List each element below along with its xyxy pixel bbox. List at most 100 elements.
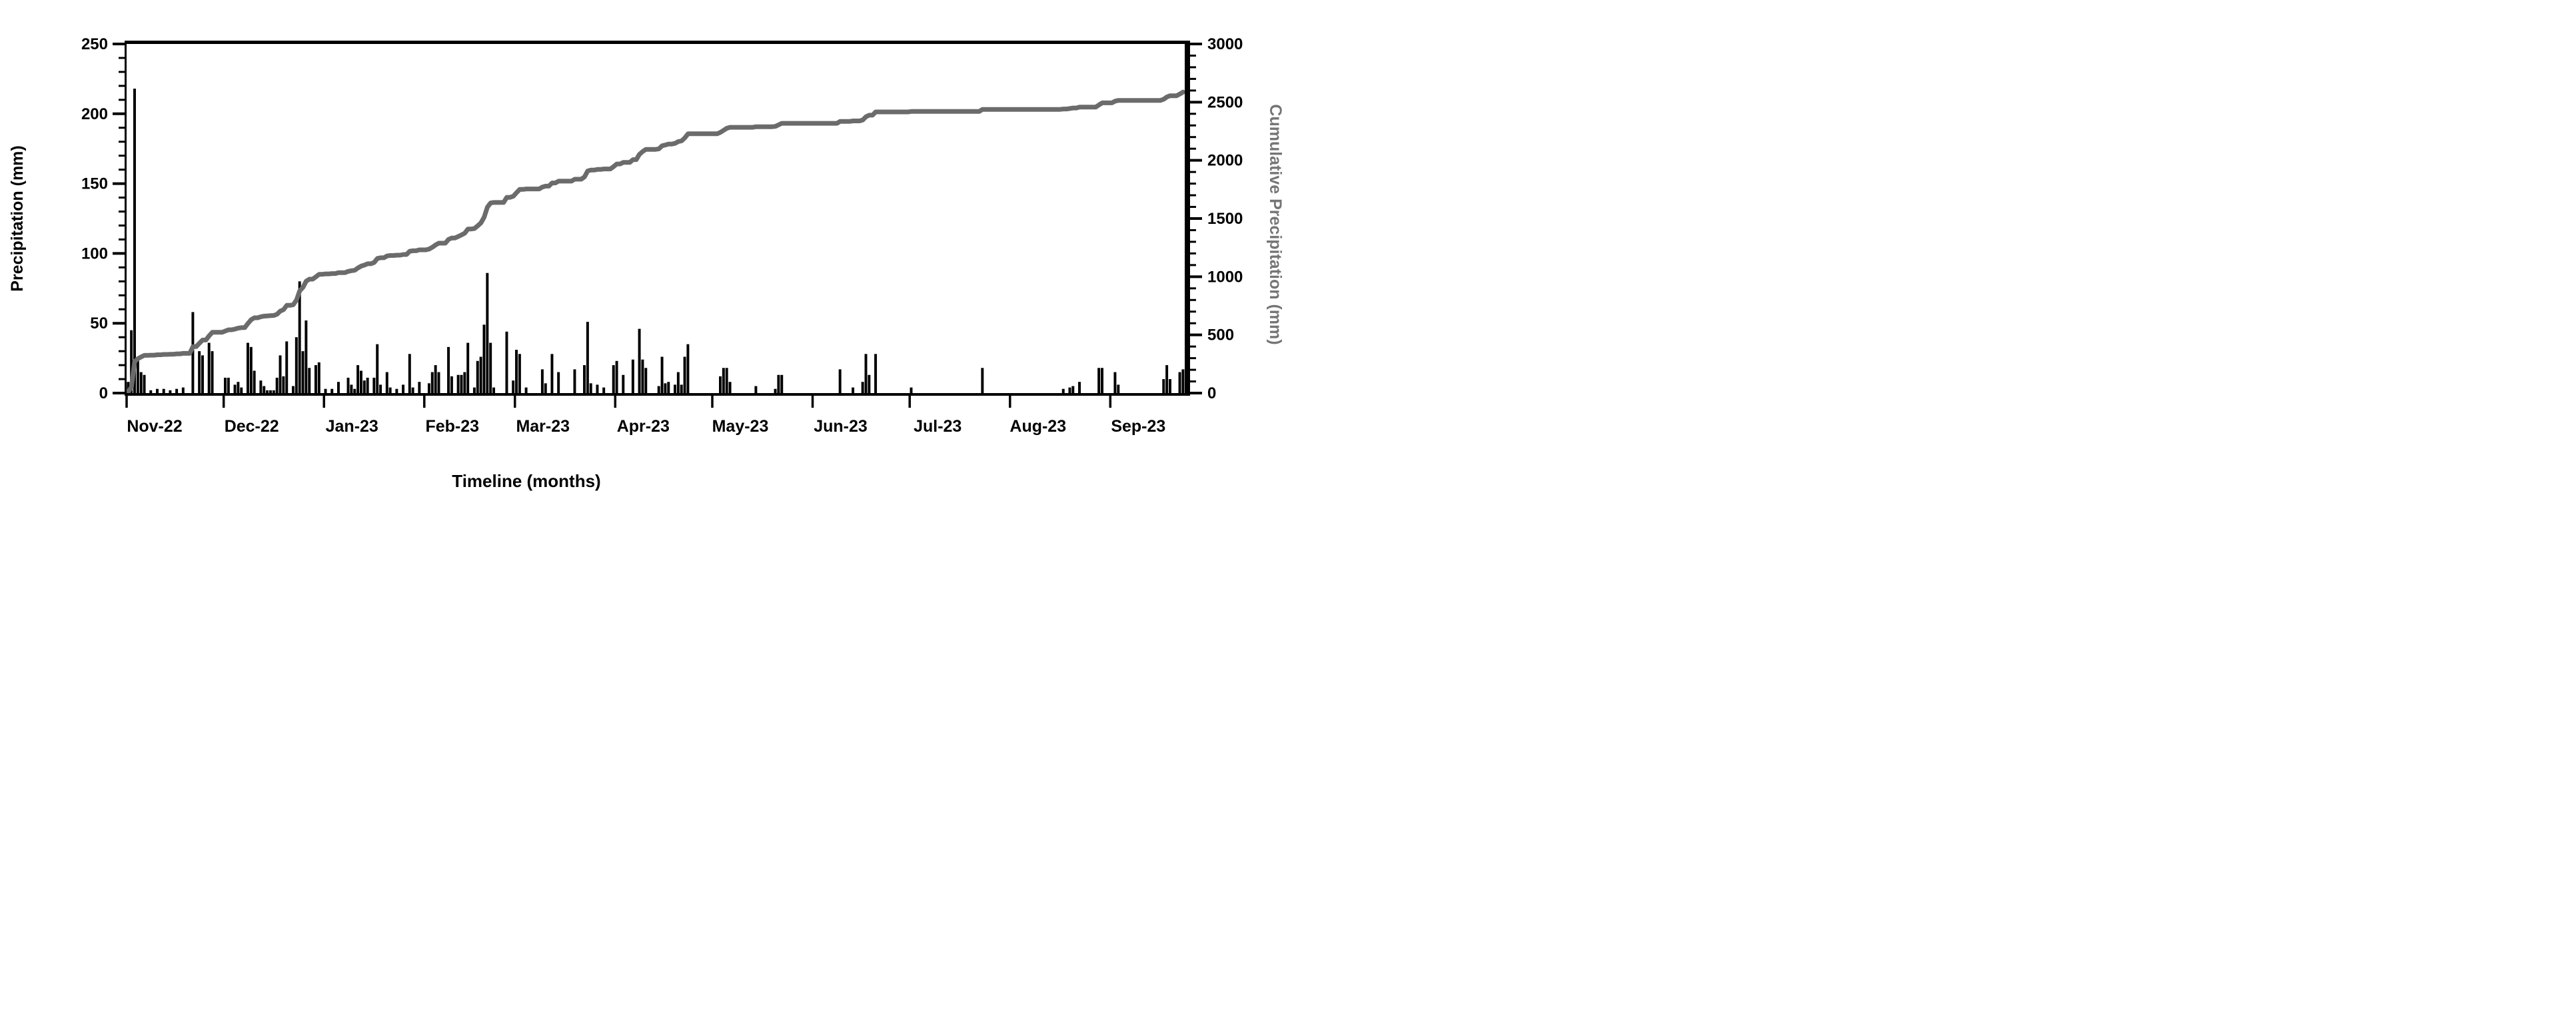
daily-precipitation-bar (149, 390, 153, 393)
daily-precipitation-bar (589, 383, 592, 393)
left-tick-label: 100 (81, 245, 108, 262)
daily-precipitation-bar (612, 365, 615, 393)
daily-precipitation-bar (372, 377, 376, 393)
left-tick-label: 150 (81, 175, 108, 193)
daily-precipitation-bar (437, 372, 440, 393)
daily-precipitation-bar (981, 368, 984, 393)
daily-precipitation-bar (586, 322, 589, 393)
daily-precipitation-bar (362, 380, 366, 393)
daily-precipitation-bar (139, 372, 143, 393)
daily-precipitation-bar (482, 324, 486, 393)
daily-precipitation-bar (240, 387, 243, 393)
daily-precipitation-bar (181, 387, 185, 393)
daily-precipitation-bar (305, 320, 308, 393)
daily-precipitation-bar (434, 365, 437, 393)
daily-precipitation-bar (156, 388, 159, 393)
month-tick-label: Nov-22 (127, 417, 182, 436)
daily-precipitation-bar (317, 362, 321, 393)
daily-precipitation-bar (233, 384, 237, 393)
daily-precipitation-bar (463, 372, 466, 393)
daily-precipitation-bar (540, 369, 544, 393)
daily-precipitation-bar (728, 382, 732, 393)
right-tick-label: 3000 (1207, 35, 1243, 53)
daily-precipitation-bar (314, 365, 317, 393)
daily-precipitation-bar (615, 360, 618, 393)
right-tick-label: 2500 (1207, 93, 1243, 111)
daily-precipitation-bar (353, 388, 356, 393)
daily-precipitation-bar (641, 359, 644, 393)
daily-precipitation-bar (207, 342, 211, 393)
daily-precipitation-bar (754, 386, 758, 393)
daily-precipitation-bar (336, 382, 340, 393)
daily-precipitation-bar (515, 350, 518, 393)
daily-precipitation-bar (408, 354, 411, 393)
month-tick-label: Jul-23 (914, 417, 962, 436)
left-tick-label: 200 (81, 105, 108, 123)
daily-precipitation-bar (550, 354, 554, 393)
daily-precipitation-bar (143, 374, 146, 393)
daily-precipitation-bar (430, 372, 434, 393)
daily-precipitation-bar (402, 384, 405, 393)
daily-precipitation-bar (676, 372, 680, 393)
daily-precipitation-bar (1162, 379, 1165, 393)
daily-precipitation-bar (1178, 372, 1181, 393)
daily-precipitation-bar (557, 372, 560, 393)
precipitation-bars (127, 89, 1185, 393)
right-tick-label: 0 (1207, 384, 1216, 402)
daily-precipitation-bar (366, 377, 369, 393)
daily-precipitation-bar (1071, 386, 1075, 393)
daily-precipitation-bar (861, 382, 864, 393)
daily-precipitation-bar (683, 356, 686, 393)
daily-precipitation-bar (505, 331, 508, 393)
daily-precipitation-bar (130, 330, 133, 393)
daily-precipitation-bar (350, 384, 353, 393)
left-tick-label: 50 (90, 314, 108, 332)
daily-precipitation-bar (622, 374, 625, 393)
daily-precipitation-bar (1113, 372, 1117, 393)
daily-precipitation-bar (427, 383, 430, 393)
daily-precipitation-bar (1169, 379, 1171, 393)
right-tick-label: 1000 (1207, 268, 1243, 286)
daily-precipitation-bar (133, 89, 136, 393)
daily-precipitation-bar (356, 365, 360, 393)
daily-precipitation-bar (395, 388, 398, 393)
daily-precipitation-bar (385, 372, 388, 393)
month-tick-label: Dec-22 (225, 417, 279, 436)
left-tick-label: 0 (99, 384, 108, 402)
daily-precipitation-bar (330, 388, 334, 393)
chart-canvas: 050100150200250050010001500200025003000N… (8, 35, 1285, 491)
daily-precipitation-bar (1061, 388, 1065, 393)
daily-precipitation-bar (460, 374, 463, 393)
daily-precipitation-bar (476, 360, 479, 393)
daily-precipitation-bar (295, 337, 298, 393)
daily-precipitation-bar (259, 380, 263, 393)
daily-precipitation-bar (596, 384, 599, 393)
cumulative-line (125, 89, 1186, 395)
bottom-spine (125, 393, 1190, 396)
daily-precipitation-bar (1165, 365, 1169, 393)
daily-precipitation-bar (722, 368, 725, 393)
month-tick-label: Mar-23 (516, 417, 570, 436)
daily-precipitation-bar (719, 376, 722, 393)
daily-precipitation-bar (780, 374, 784, 393)
month-tick-label: Aug-23 (1009, 417, 1066, 436)
daily-precipitation-bar (680, 384, 683, 393)
daily-precipitation-bar (359, 370, 362, 393)
daily-precipitation-bar (282, 376, 285, 393)
month-tick-label: Jun-23 (814, 417, 868, 436)
x-axis-title: Timeline (months) (452, 471, 600, 491)
daily-precipitation-bar (486, 272, 489, 393)
daily-precipitation-bar (246, 342, 249, 393)
daily-precipitation-bar (660, 356, 664, 393)
daily-precipitation-bar (667, 382, 670, 393)
daily-precipitation-bar (489, 342, 492, 393)
daily-precipitation-bar (657, 386, 660, 393)
daily-precipitation-bar (602, 387, 606, 393)
daily-precipitation-bar (263, 386, 266, 393)
left-tick-label: 250 (81, 35, 108, 53)
daily-precipitation-bar (162, 388, 165, 393)
right-axis-title: Cumulative Precipitation (mm) (1266, 104, 1285, 344)
right-tick-label: 500 (1207, 326, 1234, 344)
daily-precipitation-bar (253, 370, 256, 393)
daily-precipitation-bar (518, 354, 521, 393)
